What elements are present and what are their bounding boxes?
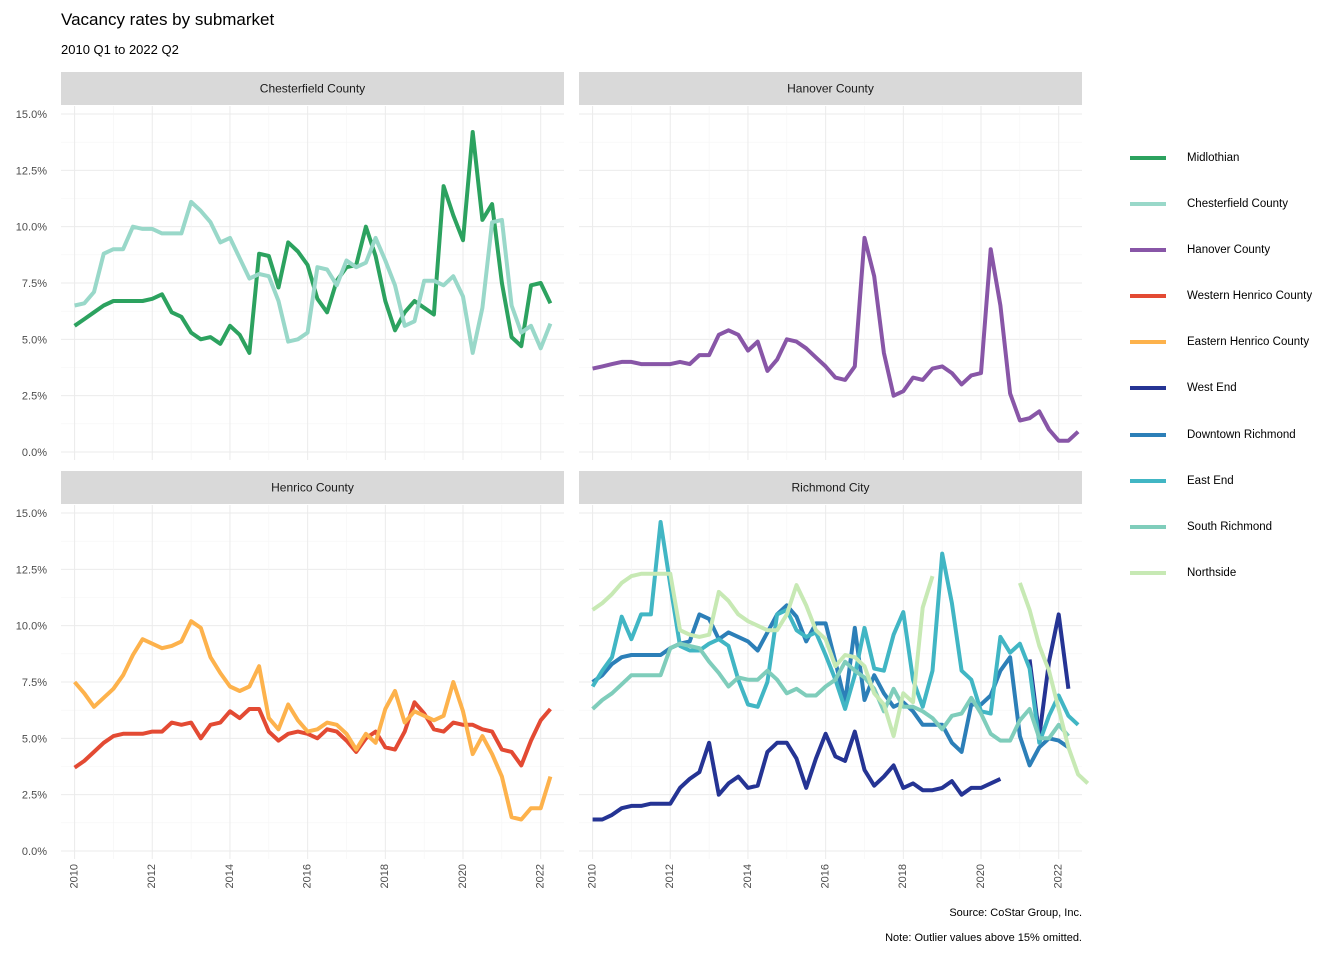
y-tick-label: 7.5% [22, 278, 47, 290]
panel-hanover-county: Hanover County [579, 72, 1082, 460]
series-line-northside [591, 571, 1090, 785]
legend-label: Eastern Henrico County [1187, 336, 1310, 349]
legend-item-west-end: West End [1130, 380, 1312, 426]
x-tick-label: 2014 [742, 864, 754, 888]
panel-henrico-county: Henrico County 0.0% 2.5% 5.0% 7.5% 10.0% 12.5%… [16, 471, 564, 888]
legend-swatch [1130, 340, 1166, 345]
facet-strip [61, 72, 564, 105]
series-line-western-henrico-county [73, 700, 552, 770]
legend-swatch [1130, 386, 1166, 391]
y-tick-label: 2.5% [22, 391, 47, 403]
legend-swatch [1130, 202, 1166, 207]
y-tick-label: 7.5% [22, 677, 47, 689]
source-caption: Source: CoStar Group, Inc. [949, 907, 1082, 919]
facet-strip [61, 471, 564, 504]
series-line-chesterfield-county [74, 199, 553, 355]
legend-label: Western Henrico County [1187, 290, 1313, 303]
x-tick-label: 2016 [820, 864, 832, 888]
x-tick-label: 2012 [146, 864, 158, 888]
facet-strip [579, 471, 1082, 504]
series-line-east-end [590, 520, 1080, 745]
legend-label: East End [1187, 474, 1234, 487]
y-tick-label: 15.0% [16, 109, 47, 121]
legend: Midlothian Chesterfield County Hanover Cou… [1130, 150, 1312, 611]
panel-chesterfield-county: Chesterfield County 0.0% 2.5% 5.0% 7.5% 10.0%… [16, 72, 564, 460]
legend-label: Downtown Richmond [1187, 428, 1296, 441]
legend-swatch [1130, 432, 1166, 437]
x-tick-label: 2010 [587, 864, 599, 888]
facet-label: Chesterfield County [260, 82, 365, 96]
x-tick-label: 2020 [457, 864, 469, 888]
y-tick-label: 5.0% [22, 733, 47, 745]
note-caption: Note: Outlier values above 15% omitted. [885, 932, 1082, 944]
legend-label: Northside [1187, 566, 1237, 579]
legend-item-hanover-county: Hanover County [1130, 242, 1312, 288]
legend-item-eastern-henrico-county: Eastern Henrico County [1130, 334, 1312, 380]
y-tick-label: 2.5% [22, 790, 47, 802]
legend-swatch [1130, 478, 1166, 483]
y-tick-label: 15.0% [16, 508, 47, 520]
x-tick-label: 2010 [69, 864, 81, 888]
legend-item-east-end: East End [1130, 473, 1312, 519]
y-tick-label: 0.0% [22, 447, 47, 459]
legend-item-south-richmond: South Richmond [1130, 519, 1312, 565]
chart-title: Vacancy rates by submarket [61, 10, 275, 29]
facet-strip [579, 72, 1082, 105]
legend-item-northside: Northside [1130, 565, 1312, 611]
chart-subtitle: 2010 Q1 to 2022 Q2 [61, 42, 179, 57]
legend-swatch [1130, 248, 1166, 253]
x-tick-label: 2022 [535, 864, 547, 888]
panel-richmond-city: Richmond City 2010 2012 2014 2016 2018 2020 202… [579, 471, 1090, 888]
legend-swatch [1130, 156, 1166, 160]
legend-label: Midlothian [1187, 152, 1240, 164]
x-tick-label: 2014 [224, 864, 236, 888]
series-line-eastern-henrico-county [73, 619, 553, 822]
facet-label: Richmond City [791, 481, 869, 495]
y-tick-label: 10.0% [16, 621, 47, 633]
legend-label: Hanover County [1187, 244, 1271, 257]
legend-item-downtown-richmond: Downtown Richmond [1130, 427, 1312, 473]
series-line-midlothian [73, 130, 553, 355]
legend-label: South Richmond [1187, 520, 1273, 533]
legend-swatch [1130, 524, 1166, 529]
series-line-south-richmond [591, 641, 1070, 743]
series-line-hanover-county [592, 235, 1080, 443]
y-tick-label: 12.5% [16, 165, 47, 177]
y-tick-label: 10.0% [16, 222, 47, 234]
x-tick-label: 2018 [379, 864, 391, 888]
legend-swatch [1130, 570, 1166, 575]
legend-item-western-henrico-county: Western Henrico County [1130, 288, 1312, 334]
legend-label: Chesterfield County [1187, 198, 1288, 211]
legend-item-midlothian: Midlothian [1130, 150, 1312, 196]
legend-swatch [1130, 294, 1166, 299]
facet-label: Hanover County [787, 82, 874, 96]
x-tick-label: 2016 [302, 864, 314, 888]
y-tick-label: 0.0% [22, 846, 47, 858]
x-tick-label: 2020 [975, 864, 987, 888]
legend-label: West End [1187, 382, 1237, 395]
x-tick-label: 2022 [1053, 864, 1065, 888]
y-tick-label: 5.0% [22, 334, 47, 346]
x-tick-label: 2018 [897, 864, 909, 888]
x-tick-label: 2012 [664, 864, 676, 888]
legend-item-chesterfield-county: Chesterfield County [1130, 196, 1312, 242]
facet-label: Henrico County [271, 481, 354, 495]
y-tick-label: 12.5% [16, 564, 47, 576]
